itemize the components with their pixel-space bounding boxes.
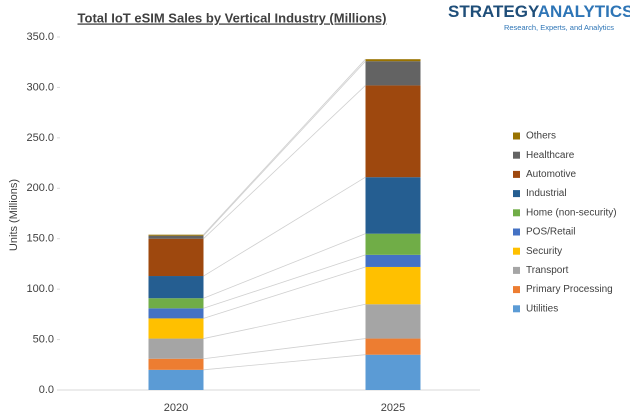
logo-tagline: Research, Experts, and Analytics [504,23,614,32]
bar-segment [365,177,421,234]
legend-label: POS/Retail [526,227,575,238]
bar-segment [148,369,204,390]
legend-swatch [513,151,520,159]
y-tick-label: 150.0 [26,233,54,245]
legend-label: Utilities [526,303,558,314]
bar-segment [148,298,204,309]
logo-brand: STRATEGYANALYTICS [448,2,630,21]
bar-segment [365,266,421,305]
connector-line [203,60,366,236]
connector-line [203,58,366,235]
legend-swatch [513,170,520,178]
legend-label: Automotive [526,169,576,180]
bar-segment [148,358,204,370]
legend-label: Healthcare [526,150,575,161]
legend-label: Industrial [526,188,567,199]
chart-title: Total IoT eSIM Sales by Vertical Industr… [78,10,387,25]
connector-line [203,233,366,299]
legend-label: Security [526,246,562,257]
y-tick-label: 0.0 [39,384,54,396]
y-axis-label: Units (Millions) [8,179,20,251]
legend-label: Primary Processing [526,284,613,295]
logo-brand-a: STRATEGY [448,2,540,21]
bar-segment [365,304,421,339]
x-tick-label: 2025 [381,402,405,414]
y-tick-label: 350.0 [26,31,54,43]
bar-segment [148,234,204,236]
bar-segment [148,338,204,359]
legend-label: Transport [526,265,569,276]
legend-swatch [513,228,520,236]
y-tick-label: 300.0 [26,81,54,93]
bar-segment [148,318,204,339]
connector-line [203,266,366,319]
legend-swatch [513,286,520,294]
bar-segment [365,354,421,390]
bar-segment [365,61,421,86]
x-tick-label: 2020 [164,402,188,414]
y-tick-label: 100.0 [26,283,54,295]
connector-line [203,254,366,309]
connector-line [203,176,366,277]
logo-brand-b: ANALYTICS [538,2,630,21]
bar-segment [148,238,204,277]
bar-segment [365,59,421,62]
y-tick-label: 250.0 [26,132,54,144]
connector-line [203,85,366,240]
legend-swatch [513,266,520,274]
bar-segment [365,85,421,178]
legend-label: Others [526,131,556,142]
bar-segment [148,235,204,239]
y-tick-label: 50.0 [33,333,54,345]
legend-label: Home (non-security) [526,207,617,218]
legend-swatch [513,305,520,313]
connector-line [203,303,366,339]
legend-swatch [513,190,520,198]
connector-line [203,338,366,360]
legend-swatch [513,247,520,255]
y-tick-label: 200.0 [26,182,54,194]
bar-segment [365,254,421,267]
bar-segment [148,276,204,299]
legend-swatch [513,132,520,140]
bar-segment [148,308,204,319]
bar-segment [365,338,421,355]
bar-segment [365,233,421,255]
connector-line [203,354,366,371]
legend-swatch [513,209,520,217]
